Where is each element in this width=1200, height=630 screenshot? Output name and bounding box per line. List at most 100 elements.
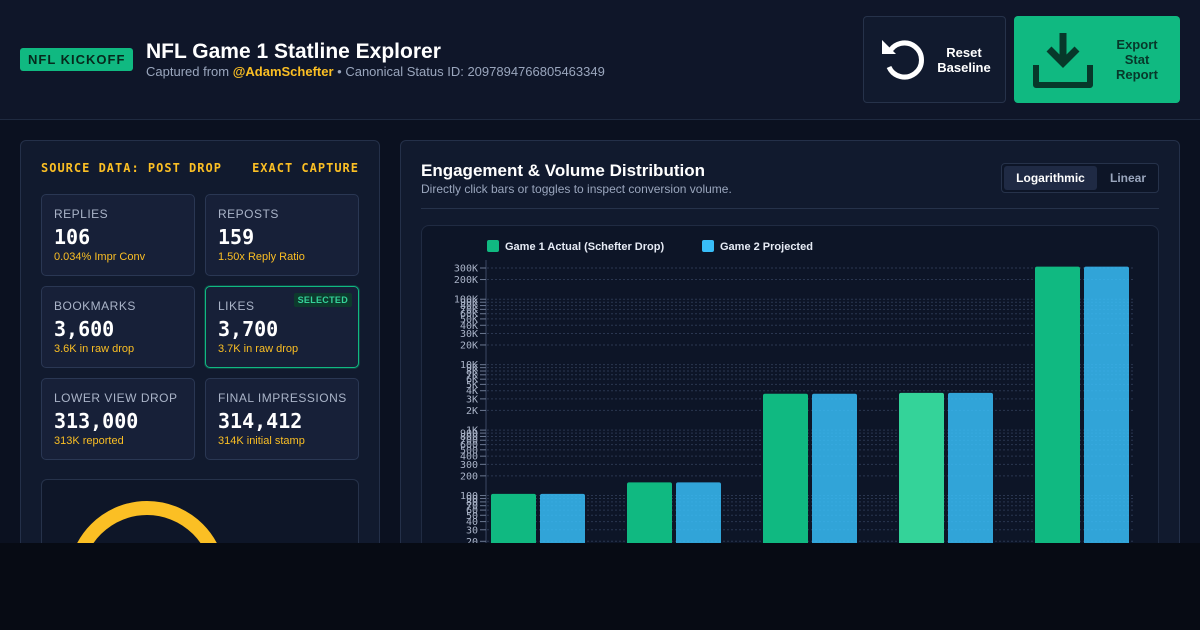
y-tick-label: 700 (460, 436, 478, 447)
stat-card-replies[interactable]: Replies 106 0.034% Impr Conv (41, 194, 195, 276)
y-tick-label: 40 (466, 517, 478, 528)
bar-impressions-projected[interactable] (1084, 266, 1129, 543)
y-tick-label: 50K (460, 314, 478, 325)
chart-panel: Engagement & Volume Distribution Directl… (400, 140, 1180, 543)
reset-baseline-label: Reset Baseline (937, 45, 991, 75)
y-tick-label: 4K (466, 386, 478, 397)
stat-label: Lower View Drop (54, 391, 178, 405)
export-report-button[interactable]: Export Stat Report (1014, 16, 1180, 103)
y-tick-label: 200 (460, 471, 478, 482)
app-viewport: NFL KICKOFF NFL Game 1 Statline Explorer… (0, 0, 1200, 543)
y-tick-label: 800 (460, 432, 478, 443)
y-tick-label: 1K (466, 426, 478, 437)
stat-label: Final Impressions (218, 391, 347, 405)
legend-swatch (487, 240, 499, 252)
y-tick-label: 60 (466, 506, 478, 517)
bar-reposts-projected[interactable] (676, 482, 721, 543)
y-tick-label: 20K (460, 340, 478, 351)
y-tick-label: 8K (466, 367, 478, 378)
y-tick-label: 3K (466, 394, 478, 405)
stat-note: 314K initial stamp (218, 435, 305, 447)
selected-badge: SELECTED (293, 293, 352, 307)
app-header: NFL KICKOFF NFL Game 1 Statline Explorer… (0, 0, 1200, 120)
subtitle-prefix: Captured from (146, 64, 230, 79)
scale-toggle: Logarithmic Linear (1001, 163, 1159, 193)
panel-divider (421, 208, 1159, 209)
y-tick-label: 50 (466, 511, 478, 522)
toggle-linear[interactable]: Linear (1109, 171, 1146, 185)
legend-item-projected[interactable]: Game 2 Projected (702, 240, 813, 253)
y-tick-label: 80K (460, 301, 478, 312)
stat-note: 0.034% Impr Conv (54, 251, 146, 263)
reset-icon (882, 40, 924, 80)
legend-label: Game 2 Projected (720, 241, 813, 253)
stat-label: Bookmarks (54, 299, 136, 313)
y-tick-label: 30K (460, 329, 478, 340)
bar-reposts-actual[interactable] (627, 482, 672, 543)
y-tick-label: 100K (454, 295, 478, 306)
page-subtitle: Captured from @AdamSchefter • Canonical … (146, 64, 605, 79)
bar-replies-actual[interactable] (491, 493, 536, 543)
gauge-ring (77, 501, 217, 543)
stat-card-likes[interactable]: Likes SELECTED 3,700 3.7K in raw drop (205, 286, 359, 368)
stat-card-bookmarks[interactable]: Bookmarks 3,600 3.6K in raw drop (41, 286, 195, 368)
y-tick-label: 2K (466, 406, 478, 417)
status-id-text: • Canonical Status ID: 20978947668054633… (337, 64, 605, 79)
y-tick-label: 500 (460, 445, 478, 456)
brand-badge: NFL KICKOFF (20, 48, 134, 71)
y-tick-label: 900 (460, 429, 478, 440)
stat-label: Replies (54, 207, 109, 221)
bar-likes-actual[interactable] (899, 392, 944, 543)
stat-value: 159 (218, 225, 255, 249)
y-tick-label: 300 (460, 460, 478, 471)
source-handle-link[interactable]: @AdamSchefter (232, 64, 334, 79)
stat-card-lower-view-drop[interactable]: Lower View Drop 313,000 313K reported (41, 378, 195, 460)
bar-bookmarks-projected[interactable] (812, 393, 857, 543)
legend-swatch (702, 240, 714, 252)
stat-label: Reposts (218, 207, 279, 221)
bar-impressions-actual[interactable] (1035, 266, 1080, 543)
y-tick-label: 600 (460, 440, 478, 451)
stat-card-reposts[interactable]: Reposts 159 1.50x Reply Ratio (205, 194, 359, 276)
y-tick-label: 80 (466, 497, 478, 508)
export-report-label: Export Stat Report (1116, 37, 1158, 82)
source-heading-left: SOURCE DATA: POST DROP (41, 161, 222, 175)
source-panel-heading: SOURCE DATA: POST DROP EXACT CAPTURE (41, 161, 359, 175)
source-data-panel: SOURCE DATA: POST DROP EXACT CAPTURE Rep… (20, 140, 380, 543)
reset-baseline-button[interactable]: Reset Baseline (863, 16, 1006, 103)
y-tick-label: 100 (460, 491, 478, 502)
y-tick-label: 10K (460, 360, 478, 371)
engagement-bar-chart: 300K200K100K90K80K70K60K50K40K30K20K10K9… (454, 260, 1134, 543)
chart-panel-subtitle: Directly click bars or toggles to inspec… (421, 182, 732, 196)
bar-replies-projected[interactable] (540, 493, 585, 543)
stat-note: 3.6K in raw drop (54, 343, 135, 355)
y-tick-label: 300K (454, 264, 478, 275)
y-tick-label: 5K (466, 380, 478, 391)
y-tick-label: 90K (460, 298, 478, 309)
y-tick-label: 7K (466, 370, 478, 381)
conversion-gauge-card (41, 479, 359, 543)
stat-note: 3.7K in raw drop (218, 343, 299, 355)
stat-label: Likes (218, 299, 255, 313)
toggle-logarithmic[interactable]: Logarithmic (1004, 166, 1097, 190)
y-tick-label: 40K (460, 321, 478, 332)
stat-value: 3,700 (218, 317, 279, 341)
stat-value: 314,412 (218, 409, 303, 433)
y-tick-label: 30 (466, 525, 478, 536)
conversion-gauge (77, 501, 217, 543)
legend-item-actual[interactable]: Game 1 Actual (Schefter Drop) (487, 240, 664, 253)
stat-value: 106 (54, 225, 91, 249)
legend-label: Game 1 Actual (Schefter Drop) (505, 241, 665, 253)
exact-capture-label: EXACT CAPTURE (252, 161, 359, 175)
stat-note: 1.50x Reply Ratio (218, 251, 305, 263)
bar-likes-projected[interactable] (948, 392, 993, 543)
page-title: NFL Game 1 Statline Explorer (146, 40, 441, 63)
stat-card-final-impressions[interactable]: Final Impressions 314,412 314K initial s… (205, 378, 359, 460)
bar-bookmarks-actual[interactable] (763, 393, 808, 543)
download-icon (1033, 33, 1093, 88)
chart-card: Game 1 Actual (Schefter Drop) Game 2 Pro… (421, 225, 1159, 543)
y-tick-label: 6K (466, 375, 478, 386)
chart-panel-title: Engagement & Volume Distribution (421, 161, 705, 180)
y-tick-label: 9K (466, 363, 478, 374)
stat-note: 313K reported (54, 435, 124, 447)
